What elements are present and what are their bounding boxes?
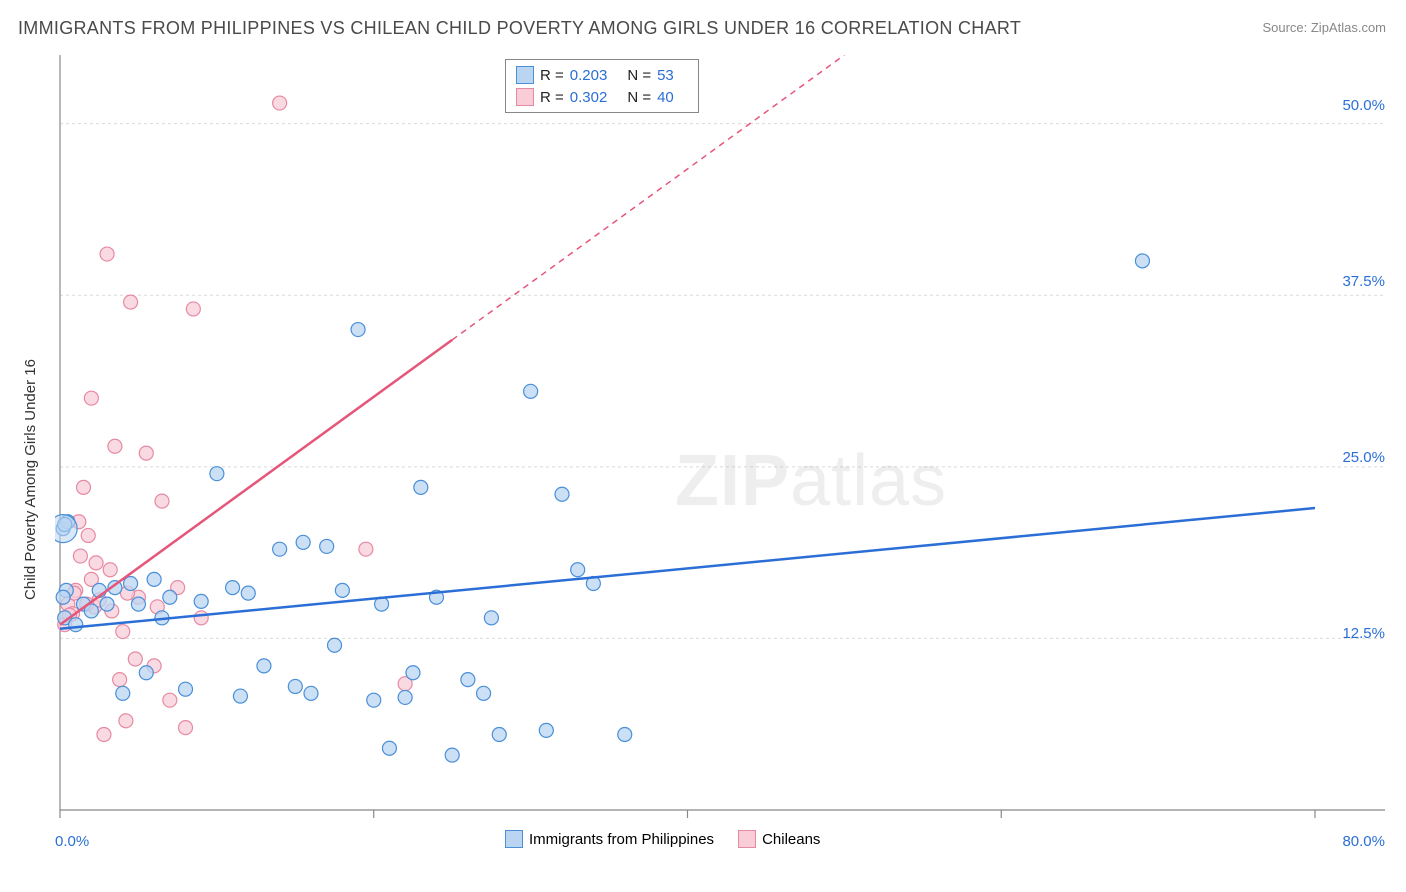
chart-svg — [55, 55, 1385, 855]
legend-bottom-swatch-0 — [505, 830, 523, 848]
y-axis-label: Child Poverty Among Girls Under 16 — [22, 359, 39, 600]
legend-bottom-swatch-1 — [738, 830, 756, 848]
scatter-chart: ZIPatlas R = 0.203 N = 53 R = 0.302 N = … — [55, 55, 1385, 855]
r-label: R = — [540, 67, 564, 84]
r-value-0: 0.203 — [570, 67, 608, 84]
y-tick-label: 37.5% — [1342, 273, 1385, 290]
n-value-0: 53 — [657, 67, 674, 84]
legend-stats-row-1: R = 0.302 N = 40 — [516, 86, 688, 108]
legend-swatch-0 — [516, 66, 534, 84]
legend-stats: R = 0.203 N = 53 R = 0.302 N = 40 — [505, 59, 699, 113]
legend-item-label-0: Immigrants from Philippines — [529, 831, 714, 848]
chart-title: IMMIGRANTS FROM PHILIPPINES VS CHILEAN C… — [18, 18, 1021, 39]
source-attribution: Source: ZipAtlas.com — [1262, 20, 1386, 35]
y-tick-label: 50.0% — [1342, 97, 1385, 114]
legend-stats-row-0: R = 0.203 N = 53 — [516, 64, 688, 86]
y-tick-label: 25.0% — [1342, 449, 1385, 466]
x-tick-label: 0.0% — [55, 833, 89, 850]
r-value-1: 0.302 — [570, 89, 608, 106]
legend-item-1: Chileans — [738, 830, 820, 848]
n-value-1: 40 — [657, 89, 674, 106]
y-tick-label: 12.5% — [1342, 625, 1385, 642]
legend-swatch-1 — [516, 88, 534, 106]
n-label: N = — [627, 89, 651, 106]
n-label: N = — [627, 67, 651, 84]
r-label: R = — [540, 89, 564, 106]
legend-item-0: Immigrants from Philippines — [505, 830, 714, 848]
x-tick-label: 80.0% — [1342, 833, 1385, 850]
legend-series: Immigrants from Philippines Chileans — [505, 830, 820, 848]
legend-item-label-1: Chileans — [762, 831, 820, 848]
